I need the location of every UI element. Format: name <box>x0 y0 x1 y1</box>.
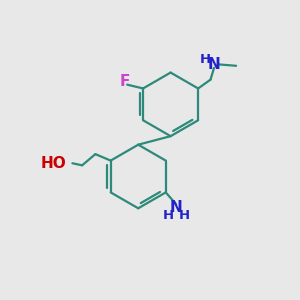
Text: N: N <box>170 200 182 215</box>
Text: N: N <box>208 57 220 72</box>
Text: HO: HO <box>40 156 66 171</box>
Text: H: H <box>200 53 212 66</box>
Text: H: H <box>162 209 173 223</box>
Text: H: H <box>179 209 190 223</box>
Text: F: F <box>120 74 130 89</box>
